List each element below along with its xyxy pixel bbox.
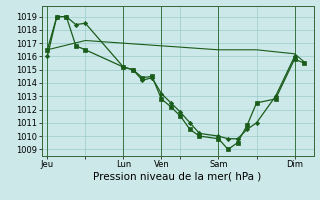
- X-axis label: Pression niveau de la mer( hPa ): Pression niveau de la mer( hPa ): [93, 172, 262, 182]
